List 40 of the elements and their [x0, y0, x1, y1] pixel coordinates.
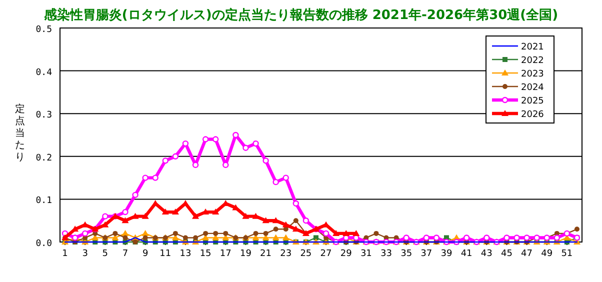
legend-label: 2024 [521, 83, 544, 93]
x-tick-label: 45 [500, 249, 512, 259]
x-tick-label: 21 [260, 249, 272, 259]
x-tick-label: 7 [122, 249, 128, 259]
x-tick-label: 15 [200, 249, 212, 259]
legend-label: 2025 [521, 96, 544, 106]
x-tick-label: 9 [142, 249, 148, 259]
x-tick-label: 17 [220, 249, 232, 259]
x-tick-label: 1 [62, 249, 68, 259]
y-tick-label: 0.1 [36, 196, 52, 206]
legend-label: 2023 [521, 70, 544, 80]
x-tick-label: 25 [300, 249, 312, 259]
y-tick-label: 0.5 [36, 25, 52, 35]
x-tick-label: 43 [480, 249, 492, 259]
x-tick-label: 31 [360, 249, 372, 259]
x-tick-label: 29 [340, 249, 352, 259]
y-tick-label: 0.2 [36, 153, 52, 164]
x-tick-label: 27 [320, 249, 332, 259]
x-tick-label: 39 [440, 249, 452, 259]
x-tick-label: 49 [541, 249, 553, 259]
title: 感染性胃腸炎(ロタウイルス)の定点当たり報告数の推移 2021年-2026年第30週(全国) [44, 8, 558, 23]
x-tick-label: 19 [240, 249, 252, 259]
y-tick-label: 0.4 [36, 68, 52, 78]
x-tick-label: 51 [561, 249, 573, 259]
legend-label: 2022 [521, 56, 544, 66]
x-tick-label: 11 [160, 249, 172, 259]
x-tick-label: 47 [521, 249, 533, 259]
x-tick-label: 5 [102, 249, 108, 259]
x-tick-label: 23 [280, 249, 292, 259]
y-tick-label: 0.3 [36, 110, 52, 121]
x-tick-label: 3 [82, 249, 88, 259]
legend-label: 2021 [521, 42, 544, 52]
x-tick-label: 33 [380, 249, 392, 259]
x-tick-label: 13 [180, 249, 192, 259]
legend-label: 2026 [521, 110, 544, 120]
y-tick-label: 0.0 [36, 239, 52, 249]
ylabel: 定点当たり [15, 104, 25, 163]
x-tick-label: 35 [400, 249, 412, 259]
x-tick-label: 37 [420, 249, 432, 259]
x-tick-label: 41 [460, 249, 472, 259]
